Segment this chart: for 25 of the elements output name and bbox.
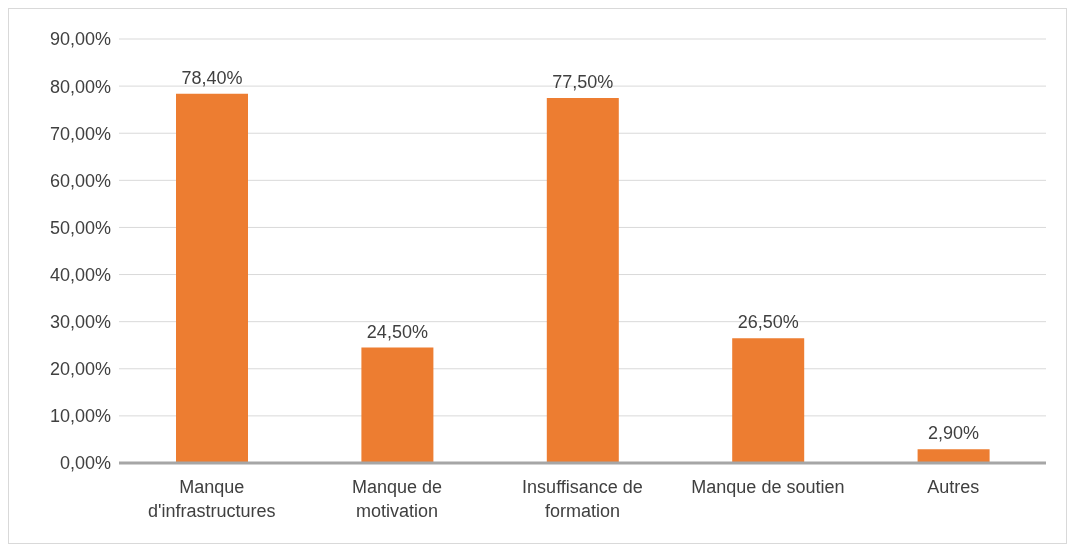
y-tick-label: 60,00%	[49, 170, 111, 191]
data-label: 77,50%	[552, 71, 614, 92]
y-tick-label: 40,00%	[49, 264, 111, 285]
data-label: 78,40%	[181, 67, 243, 88]
data-label: 26,50%	[737, 312, 799, 333]
bar	[732, 338, 805, 463]
y-tick-label: 20,00%	[49, 359, 111, 380]
x-tick-label: Manque de motivation	[352, 477, 443, 521]
bar	[176, 93, 248, 463]
y-tick-label: 50,00%	[49, 217, 111, 238]
bar	[546, 97, 619, 463]
y-tick-label: 10,00%	[49, 406, 111, 427]
x-tick-label: Manque de soutien	[691, 477, 845, 497]
x-tick-label: Autres	[927, 477, 980, 497]
x-tick-label: Manque d'infrastructures	[147, 477, 276, 521]
x-tick-label: Insuffisance de formation	[522, 477, 643, 521]
data-label: 24,50%	[366, 321, 428, 342]
y-tick-label: 30,00%	[49, 312, 111, 333]
bar	[917, 449, 990, 463]
y-tick-label: 70,00%	[49, 123, 111, 144]
y-tick-label: 90,00%	[49, 29, 111, 50]
y-tick-label: 0,00%	[59, 453, 111, 474]
bar	[361, 347, 434, 463]
y-tick-label: 80,00%	[49, 76, 111, 97]
data-label: 2,90%	[928, 423, 980, 444]
